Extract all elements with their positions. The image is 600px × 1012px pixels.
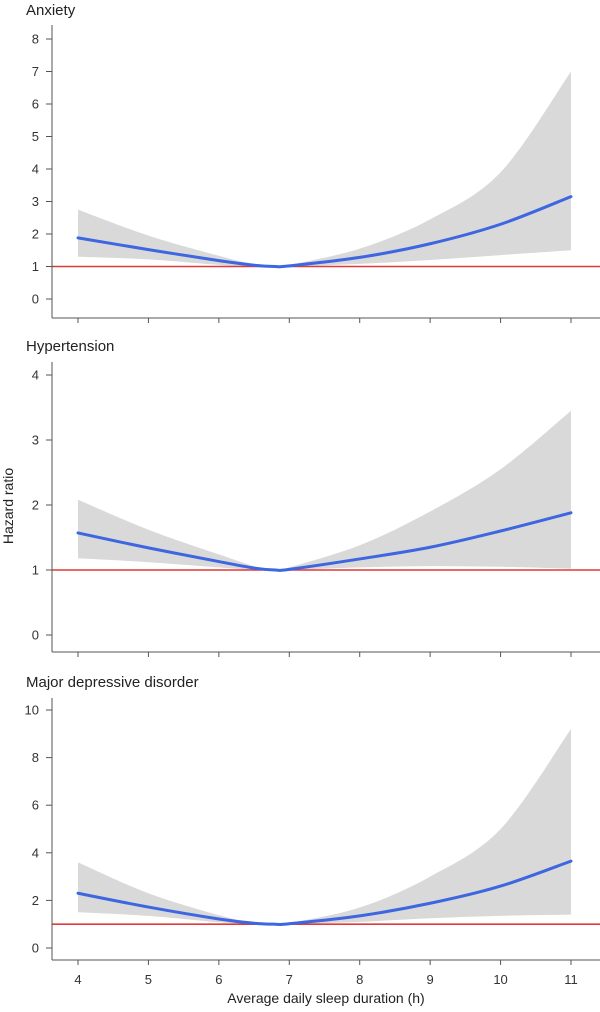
y-tick-label: 4	[32, 162, 39, 177]
y-tick-label: 6	[32, 97, 39, 112]
panel-2: Major depressive disorder 0 2 4 6 8 10 4 5 6 7 8 9 10…	[25, 674, 600, 987]
y-tick-label: 1	[32, 563, 39, 578]
confidence-band	[78, 410, 571, 571]
y-tick-label: 0	[32, 941, 39, 956]
confidence-band	[78, 71, 571, 267]
panel-1: Hypertension 0 1 2 3 4	[26, 338, 600, 657]
y-tick-label: 1	[32, 259, 39, 274]
y-tick-label: 4	[32, 368, 39, 383]
y-tick-label: 5	[32, 129, 39, 144]
y-tick-label: 10	[25, 703, 39, 718]
hazard-ratio-curve	[76, 195, 573, 269]
x-tick-label: 10	[493, 972, 507, 987]
y-tick-label: 7	[32, 64, 39, 79]
y-tick-label: 3	[32, 433, 39, 448]
y-tick-label: 2	[32, 227, 39, 242]
panel-title: Major depressive disorder	[26, 674, 199, 691]
x-tick-label: 7	[286, 972, 293, 987]
y-axis-label: Hazard ratio	[0, 468, 16, 544]
y-tick-label: 8	[32, 750, 39, 765]
panel-0: Anxiety 0 1 2 3 4 5 6 7 8	[26, 2, 600, 323]
x-axis-label: Average daily sleep duration (h)	[227, 990, 424, 1006]
hazard-ratio-curve	[76, 859, 573, 927]
x-tick-label: 6	[215, 972, 222, 987]
x-tick-label: 9	[427, 972, 434, 987]
x-tick-label: 8	[356, 972, 363, 987]
confidence-band	[78, 729, 571, 925]
x-tick-label: 5	[145, 972, 152, 987]
hazard-ratio-curve	[76, 511, 573, 572]
y-tick-label: 2	[32, 498, 39, 513]
x-tick-label: 11	[564, 972, 578, 987]
y-tick-label: 6	[32, 798, 39, 813]
y-tick-label: 0	[32, 628, 39, 643]
panel-title: Hypertension	[26, 338, 114, 355]
y-tick-label: 0	[32, 292, 39, 307]
y-tick-label: 2	[32, 893, 39, 908]
x-tick-label: 4	[74, 972, 81, 987]
y-tick-label: 3	[32, 194, 39, 209]
panel-title: Anxiety	[26, 2, 76, 19]
y-tick-label: 8	[32, 32, 39, 47]
y-tick-label: 4	[32, 845, 39, 860]
